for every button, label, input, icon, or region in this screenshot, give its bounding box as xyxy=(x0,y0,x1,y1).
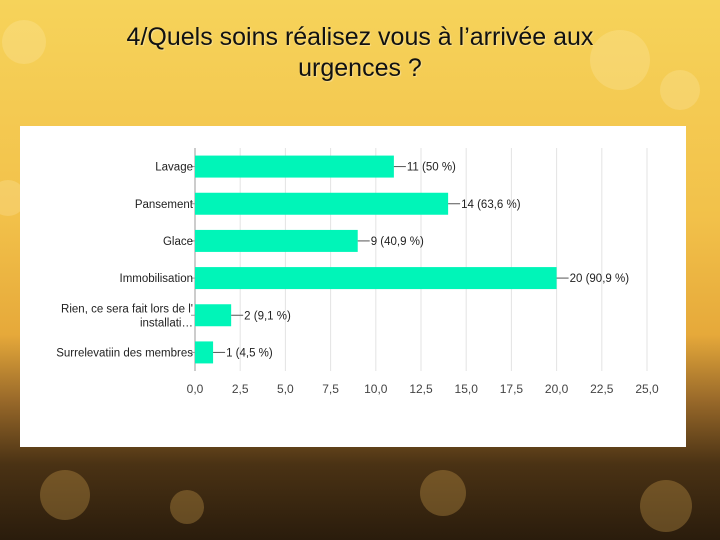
x-tick-label: 22,5 xyxy=(590,382,614,396)
category-label: Surrelevatiin des membres xyxy=(56,347,193,359)
x-tick-label: 7,5 xyxy=(322,382,339,396)
bar-chart: 0,0 2,5 5,0 7,5 10,0 12,5 15,0 17,5 20,0 22,5 25,0… xyxy=(56,148,659,396)
data-label: 20 (90,9 %) xyxy=(570,273,630,285)
x-tick-label: 10,0 xyxy=(364,382,388,396)
x-tick-label: 15,0 xyxy=(455,382,479,396)
x-tick-label: 17,5 xyxy=(500,382,524,396)
slide-title-line1: 4/Quels soins réalisez vous à l’arrivée … xyxy=(126,23,594,51)
background-flower xyxy=(660,70,700,110)
category-label: Pansement xyxy=(135,199,194,211)
background-flower xyxy=(40,470,90,520)
bar xyxy=(195,267,557,290)
category-label: Lavage xyxy=(155,162,193,174)
x-tick-label: 25,0 xyxy=(635,382,659,396)
data-label: 9 (40,9 %) xyxy=(371,236,424,248)
x-tick-label: 12,5 xyxy=(409,382,433,396)
x-tick-label: 20,0 xyxy=(545,382,569,396)
category-label: Immobilisation xyxy=(120,273,194,285)
bar xyxy=(195,304,232,327)
data-label: 1 (4,5 %) xyxy=(226,347,273,359)
x-tick-label: 0,0 xyxy=(187,382,204,396)
bar xyxy=(195,155,394,178)
bar xyxy=(195,192,449,215)
data-label: 11 (50 %) xyxy=(407,162,456,174)
bar xyxy=(195,229,358,252)
category-label: Rien, ce sera fait lors de l' xyxy=(61,303,193,315)
category-label: Glace xyxy=(163,236,193,248)
background-flower xyxy=(590,30,650,90)
chart-panel: 0,0 2,5 5,0 7,5 10,0 12,5 15,0 17,5 20,0 22,5 25,0… xyxy=(20,126,686,447)
background-flower xyxy=(640,480,692,532)
bar xyxy=(195,341,214,364)
data-label: 14 (63,6 %) xyxy=(461,199,521,211)
x-tick-label: 2,5 xyxy=(232,382,249,396)
background-flower xyxy=(170,490,204,524)
background-flower xyxy=(2,20,46,64)
category-label: installati… xyxy=(140,317,193,329)
x-tick-label: 5,0 xyxy=(277,382,294,396)
data-label: 2 (9,1 %) xyxy=(244,310,291,322)
slide-title: 4/Quels soins réalisez vous à l’arrivée … xyxy=(40,22,680,84)
slide-title-line2: urgences ? xyxy=(298,54,422,82)
background-flower xyxy=(420,470,466,516)
